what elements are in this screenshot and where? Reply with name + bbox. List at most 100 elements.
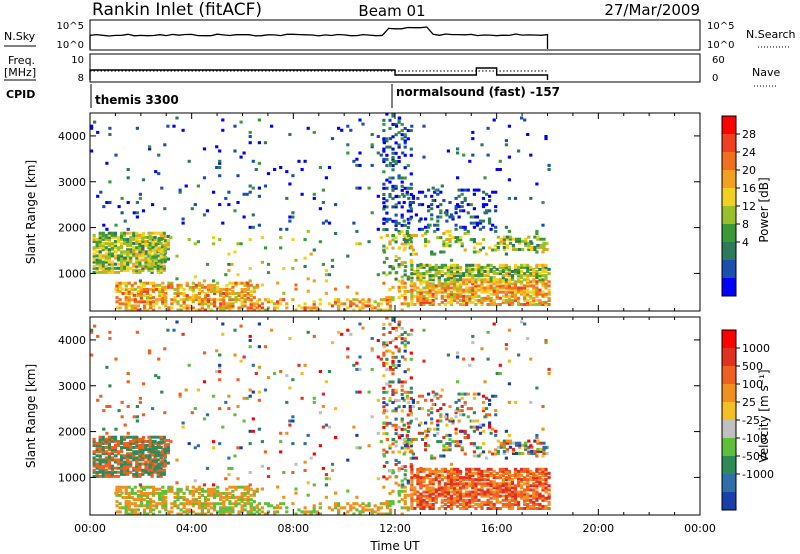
heatmap-cell: [403, 339, 407, 343]
heatmap-cell: [529, 469, 533, 473]
heatmap-cell: [400, 133, 404, 137]
heatmap-cell: [370, 347, 374, 351]
heatmap-cell: [523, 292, 527, 296]
heatmap-cell: [361, 302, 365, 306]
freq-tick-bottom: 8: [78, 73, 84, 84]
heatmap-cell: [104, 446, 108, 449]
heatmap-cell: [520, 490, 524, 494]
heatmap-cell: [104, 237, 108, 241]
heatmap-cell: [255, 300, 259, 304]
heatmap-cell: [225, 510, 229, 514]
heatmap-cell: [118, 281, 122, 285]
heatmap-cell: [182, 302, 186, 306]
heatmap-cell: [132, 450, 136, 454]
heatmap-cell: [541, 292, 545, 296]
heatmap-cell: [234, 281, 238, 285]
heatmap-cell: [124, 506, 128, 510]
heatmap-cell: [202, 279, 207, 283]
heatmap-cell: [388, 195, 392, 199]
heatmap-cell: [513, 284, 518, 288]
heatmap-cell: [419, 476, 423, 480]
heatmap-cell: [544, 467, 548, 471]
heatmap-cell: [498, 284, 502, 288]
heatmap-cell: [452, 490, 457, 494]
heatmap-cell: [135, 254, 139, 258]
heatmap-cell: [349, 504, 353, 508]
heatmap-cell: [148, 147, 152, 151]
heatmap-cell: [116, 266, 121, 270]
heatmap-cell: [542, 248, 546, 251]
heatmap-cell: [477, 476, 481, 480]
heatmap-cell: [200, 512, 204, 516]
heatmap-cell: [294, 283, 298, 287]
heatmap-cell: [535, 502, 539, 506]
heatmap-cell: [249, 298, 253, 302]
heatmap-cell: [403, 302, 407, 306]
heatmap-cell: [237, 298, 241, 302]
heatmap-cell: [388, 180, 392, 184]
heatmap-cell: [449, 278, 454, 282]
heatmap-cell: [129, 441, 133, 445]
heatmap-cell: [536, 235, 540, 239]
freq-tick-top: 10: [71, 55, 84, 66]
heatmap-cell: [489, 431, 493, 435]
heatmap-cell: [523, 265, 527, 269]
heatmap-cell: [489, 500, 493, 504]
heatmap-cell: [197, 298, 201, 302]
heatmap-cell: [507, 504, 511, 508]
heatmap-cell: [480, 471, 484, 475]
heatmap-cell: [219, 308, 223, 312]
heatmap-cell: [193, 407, 197, 411]
heatmap-cell: [388, 508, 393, 512]
heatmap-cell: [416, 496, 420, 500]
heatmap-cell: [191, 485, 195, 489]
heatmap-cell: [478, 423, 483, 427]
heatmap-cell: [439, 440, 443, 444]
heatmap-cell: [225, 306, 229, 310]
heatmap-cell: [526, 267, 530, 271]
heatmap-cell: [459, 238, 463, 242]
heatmap-cell: [135, 458, 139, 462]
heatmap-cell: [462, 303, 466, 306]
heatmap-cell: [448, 405, 452, 408]
heatmap-cell: [194, 489, 198, 493]
heatmap-cell: [474, 298, 478, 302]
heatmap-cell: [452, 276, 457, 280]
heatmap-cell: [507, 494, 511, 498]
heatmap-cell: [391, 219, 395, 223]
heatmap-cell: [465, 494, 469, 498]
heatmap-cell: [303, 159, 307, 163]
heatmap-cell: [475, 427, 479, 431]
heatmap-cell: [154, 170, 158, 174]
heatmap-cell: [501, 490, 505, 494]
heatmap-cell: [495, 272, 499, 276]
heatmap-cell: [402, 405, 406, 408]
heatmap-cell: [148, 245, 152, 249]
heatmap-cell: [172, 124, 176, 128]
heatmap-cell: [352, 502, 356, 506]
heatmap-cell: [488, 217, 492, 221]
y-tick-label: 2000: [58, 222, 86, 235]
heatmap-cell: [231, 285, 235, 289]
colorbar-tick-label: 16: [742, 182, 756, 195]
heatmap-cell: [419, 485, 423, 489]
heatmap-cell: [492, 298, 496, 302]
heatmap-cell: [465, 486, 469, 490]
heatmap-cell: [400, 281, 404, 285]
heatmap-cell: [526, 133, 530, 136]
heatmap-cell: [116, 444, 121, 447]
heatmap-cell: [434, 469, 438, 473]
heatmap-cell: [449, 504, 454, 508]
heatmap-cell: [449, 417, 454, 421]
heatmap-cell: [141, 244, 145, 248]
heatmap-cell: [410, 263, 414, 267]
heatmap-cell: [237, 308, 241, 312]
heatmap-cell: [120, 456, 124, 460]
heatmap-cell: [132, 237, 136, 241]
heatmap-cell: [416, 276, 420, 280]
heatmap-cell: [495, 488, 499, 492]
heatmap-cell: [228, 496, 232, 499]
heatmap-cell: [413, 507, 417, 510]
heatmap-cell: [388, 287, 392, 291]
power-colorbar-label: Power [dB]: [757, 177, 771, 242]
